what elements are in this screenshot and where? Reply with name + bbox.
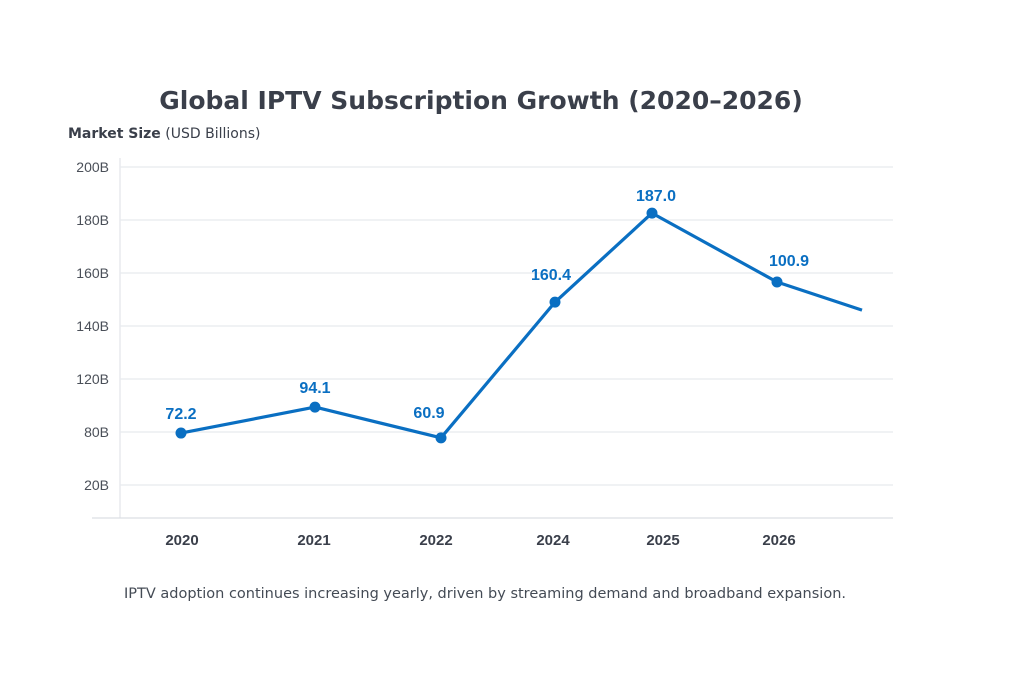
data-point (175, 427, 187, 439)
data-point (646, 207, 658, 219)
x-tick-label: 2020 (165, 532, 198, 549)
data-label: 72.2 (165, 406, 196, 423)
data-point (309, 401, 321, 413)
y-tick-label: 120B (76, 371, 109, 387)
data-label: 94.1 (299, 380, 330, 397)
y-tick-label: 140B (76, 318, 109, 334)
y-tick-label: 20B (84, 477, 109, 493)
x-tick-label: 2022 (419, 532, 452, 549)
data-label: 60.9 (413, 405, 444, 422)
x-tick-label: 2024 (536, 532, 570, 549)
y-tick-label: 200B (76, 159, 109, 175)
chart-title: Global IPTV Subscription Growth (2020–20… (159, 86, 803, 115)
x-tick-label: 2026 (762, 532, 795, 549)
data-point (549, 296, 561, 308)
y-tick-label: 160B (76, 265, 109, 281)
data-point (435, 432, 447, 444)
data-label: 187.0 (636, 188, 676, 205)
x-tick-label: 2021 (297, 532, 330, 549)
y-axis-title: Market Size (USD Billions) (68, 126, 260, 142)
y-axis-title-units: (USD Billions) (165, 126, 261, 142)
data-label: 100.9 (769, 253, 809, 270)
y-tick-label: 180B (76, 212, 109, 228)
y-axis-title-bold: Market Size (68, 126, 161, 142)
data-label: 160.4 (531, 267, 571, 284)
chart-caption: IPTV adoption continues increasing yearl… (123, 586, 846, 602)
y-tick-label: 80B (84, 424, 109, 440)
x-tick-label: 2025 (646, 532, 679, 549)
data-point (771, 276, 783, 288)
